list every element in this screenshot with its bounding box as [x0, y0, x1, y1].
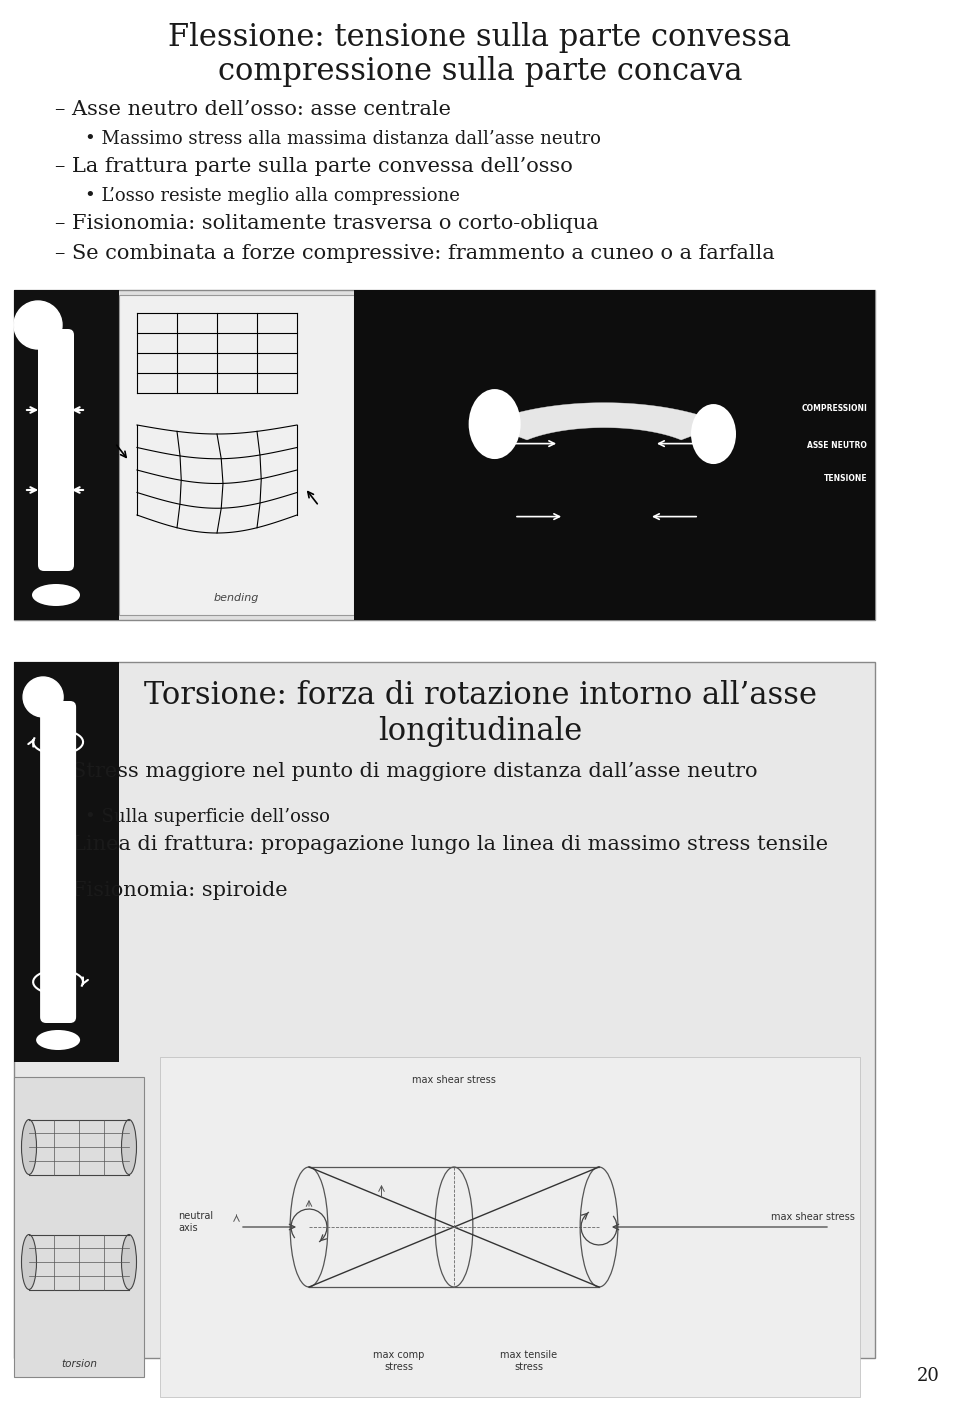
FancyBboxPatch shape [14, 290, 119, 621]
Text: TENSIONE: TENSIONE [824, 474, 867, 482]
Text: neutral
axis: neutral axis [178, 1212, 213, 1233]
Text: – Fisionomia: spiroide: – Fisionomia: spiroide [55, 881, 288, 899]
Text: – Fisionomia: solitamente trasversa o corto-obliqua: – Fisionomia: solitamente trasversa o co… [55, 214, 599, 233]
Ellipse shape [468, 389, 520, 460]
Text: – Stress maggiore nel punto di maggiore distanza dall’asse neutro: – Stress maggiore nel punto di maggiore … [55, 762, 757, 780]
Ellipse shape [122, 1234, 136, 1289]
Text: – La frattura parte sulla parte convessa dell’osso: – La frattura parte sulla parte convessa… [55, 157, 573, 177]
Text: max shear stress: max shear stress [412, 1075, 496, 1084]
FancyBboxPatch shape [14, 663, 119, 1062]
Text: 20: 20 [917, 1367, 940, 1386]
FancyBboxPatch shape [40, 700, 76, 1023]
Circle shape [23, 677, 63, 717]
Ellipse shape [122, 1119, 136, 1174]
Polygon shape [485, 402, 724, 440]
Text: compressione sulla parte concava: compressione sulla parte concava [218, 56, 742, 87]
Ellipse shape [36, 1030, 80, 1049]
Text: • Sulla superficie dell’osso: • Sulla superficie dell’osso [85, 808, 330, 827]
FancyBboxPatch shape [160, 1056, 860, 1397]
FancyBboxPatch shape [14, 290, 875, 621]
Text: – Se combinata a forze compressive: frammento a cuneo o a farfalla: – Se combinata a forze compressive: fram… [55, 244, 775, 263]
Ellipse shape [691, 403, 736, 464]
Ellipse shape [21, 1234, 36, 1289]
Text: torsion: torsion [61, 1359, 97, 1369]
Text: COMPRESSIONI: COMPRESSIONI [802, 405, 867, 413]
FancyBboxPatch shape [119, 296, 354, 615]
Text: – Asse neutro dell’osso: asse centrale: – Asse neutro dell’osso: asse centrale [55, 99, 451, 119]
Polygon shape [25, 682, 66, 717]
Ellipse shape [21, 1119, 36, 1174]
Text: Flessione: tensione sulla parte convessa: Flessione: tensione sulla parte convessa [169, 22, 791, 53]
FancyBboxPatch shape [14, 663, 875, 1358]
Ellipse shape [32, 584, 80, 607]
Text: – Linea di frattura: propagazione lungo la linea di massimo stress tensile: – Linea di frattura: propagazione lungo … [55, 835, 828, 855]
Polygon shape [18, 310, 64, 345]
Text: max tensile
stress: max tensile stress [500, 1351, 558, 1372]
FancyBboxPatch shape [354, 290, 875, 621]
FancyBboxPatch shape [14, 1077, 144, 1377]
FancyBboxPatch shape [38, 329, 74, 572]
Text: ASSE NEUTRO: ASSE NEUTRO [807, 440, 867, 450]
Text: max comp
stress: max comp stress [373, 1351, 424, 1372]
Circle shape [14, 301, 62, 349]
Text: • L’osso resiste meglio alla compressione: • L’osso resiste meglio alla compression… [85, 186, 460, 205]
Text: longitudinale: longitudinale [378, 716, 582, 747]
Text: max shear stress: max shear stress [771, 1212, 855, 1222]
Text: Torsione: forza di rotazione intorno all’asse: Torsione: forza di rotazione intorno all… [143, 679, 817, 710]
Text: bending: bending [214, 593, 259, 602]
Text: • Massimo stress alla massima distanza dall’asse neutro: • Massimo stress alla massima distanza d… [85, 130, 601, 149]
